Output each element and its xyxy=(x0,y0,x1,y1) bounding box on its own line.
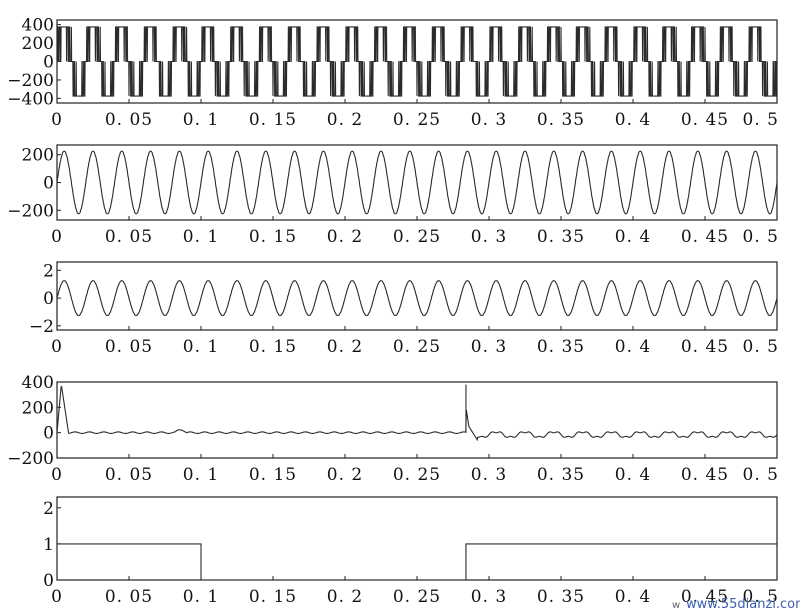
x-tick-label: 0. 45 xyxy=(681,110,729,130)
x-tick-label: 0. 35 xyxy=(537,227,585,247)
x-tick-label: 0. 5 xyxy=(743,110,779,130)
x-tick-label: 0. 1 xyxy=(183,587,219,607)
y-tick-label: 400 xyxy=(22,16,54,36)
x-tick-label: 0. 15 xyxy=(249,110,297,130)
x-tick-label: 0. 1 xyxy=(183,337,219,357)
series-line xyxy=(56,385,778,442)
x-tick-label: 0. 15 xyxy=(249,587,297,607)
x-tick-label: 0 xyxy=(51,110,63,130)
watermark-site: www.55dianzi.com xyxy=(686,597,800,612)
x-tick-label: 0 xyxy=(51,587,63,607)
x-tick-label: 0 xyxy=(51,227,63,247)
y-tick-label: −200 xyxy=(7,201,54,221)
y-tick-label: 200 xyxy=(22,34,54,54)
y-tick-label: 200 xyxy=(22,146,54,166)
y-tick-label: −2 xyxy=(29,317,54,337)
y-tick-label: −400 xyxy=(7,89,54,109)
x-tick-label: 0. 25 xyxy=(393,465,441,485)
x-tick-label: 0. 5 xyxy=(743,337,779,357)
x-tick-label: 0. 5 xyxy=(743,465,779,485)
x-tick-label: 0. 05 xyxy=(105,337,153,357)
y-tick-label: 200 xyxy=(22,398,54,418)
x-tick-label: 0. 3 xyxy=(471,337,507,357)
x-tick-label: 0. 45 xyxy=(681,337,729,357)
x-tick-label: 0. 35 xyxy=(537,110,585,130)
x-tick-label: 0. 2 xyxy=(327,465,363,485)
x-tick-label: 0. 05 xyxy=(105,227,153,247)
x-tick-label: 0. 4 xyxy=(615,227,651,247)
x-tick-label: 0. 3 xyxy=(471,465,507,485)
y-tick-label: 2 xyxy=(43,499,54,519)
y-tick-label: −200 xyxy=(7,449,54,469)
x-tick-label: 0. 15 xyxy=(249,465,297,485)
x-tick-label: 0. 3 xyxy=(471,227,507,247)
y-tick-label: 2 xyxy=(43,261,54,281)
x-tick-label: 0. 25 xyxy=(393,227,441,247)
chart-panel-2: 200 0 −200 0 0. 05 0. 1 0. 15 0. 2 0. 25 0. 3 0. 3… xyxy=(7,144,779,247)
y-tick-label: 0 xyxy=(43,289,54,309)
series-line xyxy=(56,150,778,215)
plot-frame xyxy=(56,496,778,581)
x-tick-label: 0. 45 xyxy=(681,227,729,247)
x-tick-label: 0. 15 xyxy=(249,337,297,357)
y-tick-label: 1 xyxy=(43,535,54,555)
x-tick-label: 0. 5 xyxy=(743,227,779,247)
x-tick-label: 0. 4 xyxy=(615,587,651,607)
chart-panel-5: 2 1 00 0. 05 0. 1 0. 15 0. 2 0. 25 0. 3 0. 35 0. 4… xyxy=(43,496,779,607)
x-tick-label: 0. 15 xyxy=(249,227,297,247)
x-tick-label: 0. 45 xyxy=(681,465,729,485)
x-tick-label: 0. 5 xyxy=(743,587,779,607)
series-line xyxy=(57,26,777,97)
series-line xyxy=(57,543,777,581)
x-tick-label: 0 xyxy=(51,465,63,485)
watermark-prefix: w xyxy=(672,600,680,611)
x-tick-label: 0. 2 xyxy=(327,587,363,607)
x-tick-label: 0. 3 xyxy=(471,587,507,607)
y-tick-label: 0 xyxy=(43,174,54,194)
x-tick-label: 0. 2 xyxy=(327,227,363,247)
y-tick-label: −200 xyxy=(7,71,54,91)
x-tick-label: 0. 35 xyxy=(537,465,585,485)
x-tick-label: 0 xyxy=(51,337,63,357)
x-tick-label: 0. 25 xyxy=(393,587,441,607)
x-tick-label: 0. 1 xyxy=(183,110,219,130)
x-tick-label: 0. 3 xyxy=(471,110,507,130)
x-tick-label: 0. 35 xyxy=(537,337,585,357)
y-tick-label: 0 xyxy=(43,571,54,591)
x-tick-label: 0. 05 xyxy=(105,587,153,607)
series-line xyxy=(56,280,778,316)
x-tick-label: 0. 2 xyxy=(327,110,363,130)
x-tick-label: 0. 4 xyxy=(615,465,651,485)
watermark: w www.55dianzi.com xyxy=(672,597,800,612)
x-tick-label: 0. 05 xyxy=(105,465,153,485)
x-tick-label: 0. 4 xyxy=(615,110,651,130)
plot-frame xyxy=(56,381,778,459)
x-tick-label: 0. 45 xyxy=(681,587,729,607)
x-tick-label: 0. 4 xyxy=(615,337,651,357)
y-tick-label: 400 xyxy=(22,373,54,393)
chart-panel-3: 20−20 0. 05 0. 1 0. 15 0. 2 0. 25 0. 3 0. 35 0. … xyxy=(29,261,779,357)
y-tick-label: 0 xyxy=(43,424,54,444)
x-tick-label: 0. 25 xyxy=(393,337,441,357)
x-tick-label: 0. 35 xyxy=(537,587,585,607)
x-tick-label: 0. 1 xyxy=(183,465,219,485)
x-tick-label: 0. 2 xyxy=(327,337,363,357)
x-tick-label: 0. 05 xyxy=(105,110,153,130)
y-tick-label: 0 xyxy=(43,53,54,73)
x-tick-label: 0. 25 xyxy=(393,110,441,130)
x-tick-label: 0. 1 xyxy=(183,227,219,247)
